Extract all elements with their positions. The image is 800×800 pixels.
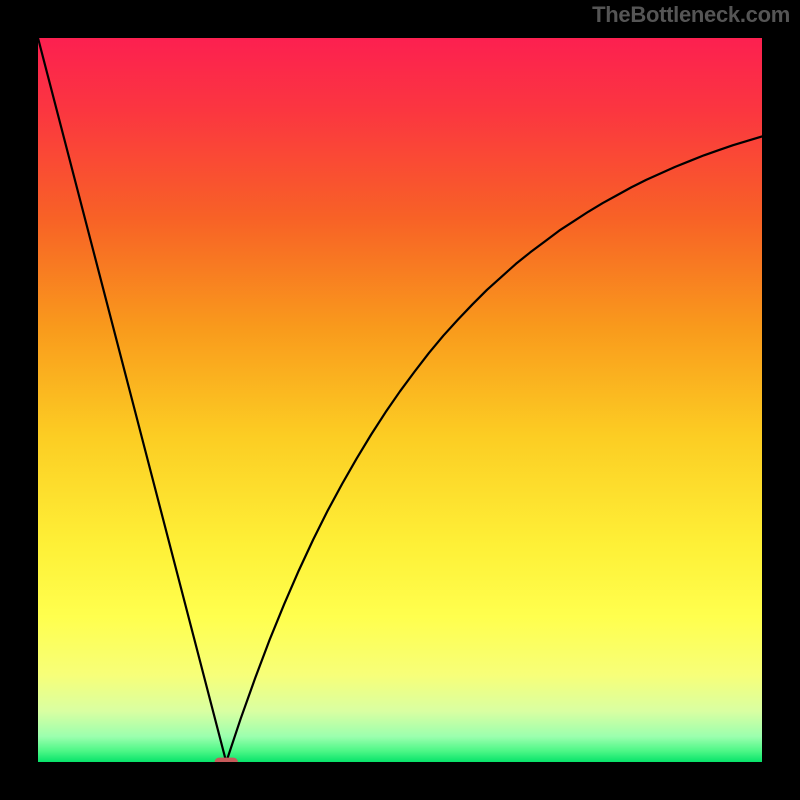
chart-background xyxy=(38,38,762,762)
minimum-marker xyxy=(215,758,238,767)
watermark-text: TheBottleneck.com xyxy=(592,2,790,28)
